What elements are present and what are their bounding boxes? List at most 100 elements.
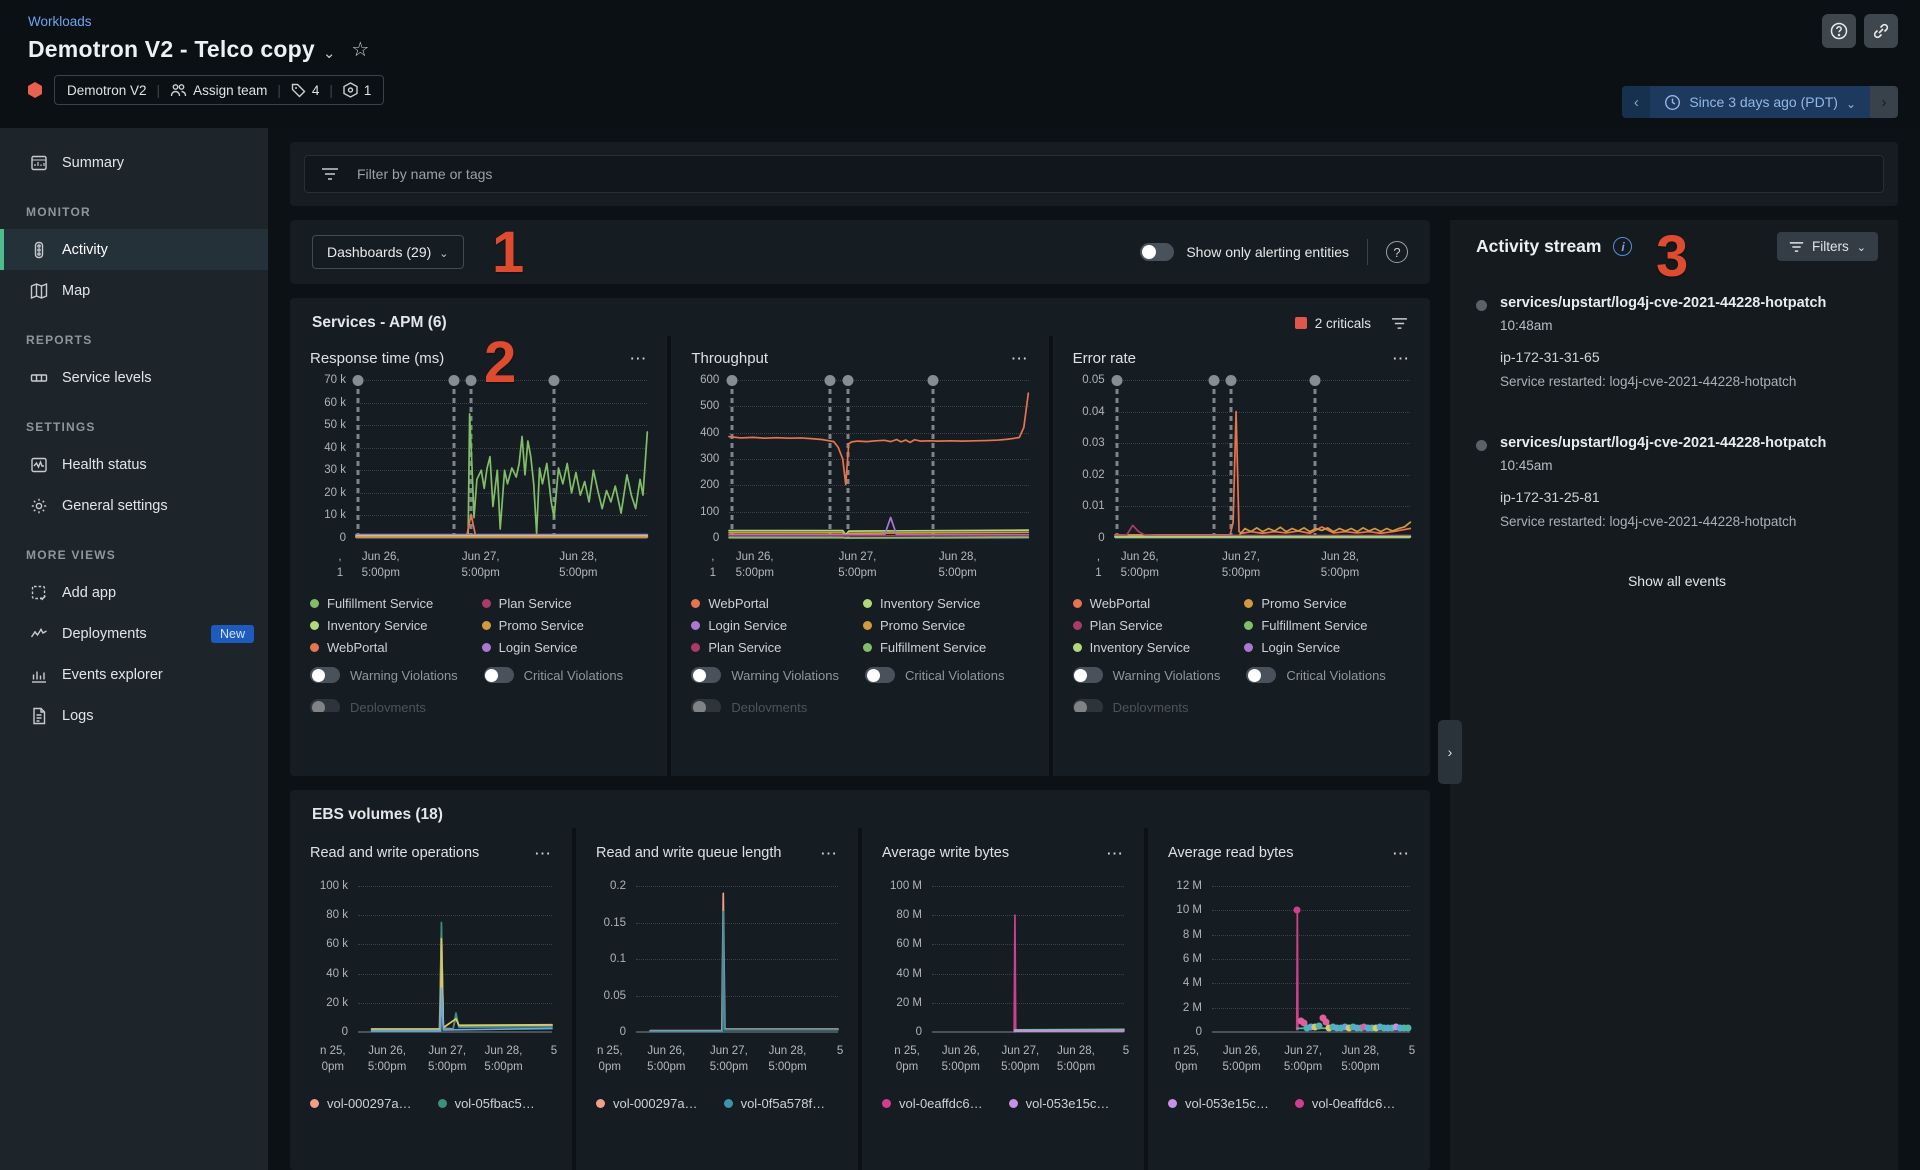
sidebar-item-logs[interactable]: Logs [0,695,268,736]
filter-input[interactable]: Filter by name or tags [304,155,1884,193]
toolbar-help-icon[interactable]: ? [1386,241,1408,263]
legend-item[interactable]: vol-0f5a578f… [723,1096,825,1111]
sidebar-item-general-settings[interactable]: General settings [0,485,268,526]
sidebar-item-health-status[interactable]: Health status [0,444,268,485]
legend-label: Promo Service [498,618,584,633]
legend-item[interactable]: Plan Service [1072,618,1239,633]
legend-color-dot [1072,621,1082,630]
toggle-switch[interactable] [310,667,340,683]
alerting-entities-toggle[interactable] [1140,243,1175,261]
title-chevron-down-icon[interactable]: ⌄ [322,44,336,62]
activity-event[interactable]: services/upstart/log4j-cve-2021-44228-ho… [1476,295,1878,389]
workload-count[interactable]: 1 [343,82,371,98]
legend-item[interactable]: vol-0eaffdc6… [1294,1096,1396,1111]
legend-item[interactable]: WebPortal [1072,596,1239,611]
toggle-switch[interactable] [865,667,895,683]
legend-item[interactable]: WebPortal [310,640,476,655]
legend-item[interactable]: Fulfillment Service [310,596,476,611]
legend-item[interactable]: Inventory Service [1072,640,1239,655]
sidebar-item-add-app[interactable]: Add app [0,572,268,613]
more-icon[interactable]: ⋯ [1391,349,1410,368]
deployment-marker-line [452,380,456,538]
legend-item[interactable]: Plan Service [691,640,857,655]
activity-filters-button[interactable]: Filters ⌄ [1777,232,1878,261]
info-icon[interactable]: i [1613,237,1633,256]
toggle-switch[interactable] [1072,699,1103,712]
deployment-marker-line [1229,380,1233,538]
legend-item[interactable]: vol-053e15c… [1008,1096,1109,1111]
activity-event[interactable]: services/upstart/log4j-cve-2021-44228-ho… [1476,435,1878,529]
violation-toggle-warning-violations: Warning Violations [1072,667,1220,683]
legend-item[interactable]: vol-000297a… [596,1096,698,1111]
permalink-button[interactable] [1864,14,1898,48]
deployment-marker-dot[interactable] [842,375,854,386]
deployment-marker-dot[interactable] [548,375,560,386]
deployment-marker-dot[interactable] [352,375,364,386]
sidebar-item-deployments[interactable]: Deployments New [0,613,268,654]
sidebar-item-activity[interactable]: Activity [0,229,268,270]
time-range-button[interactable]: Since 3 days ago (PDT) ⌄ [1650,86,1870,118]
sidebar-item-map[interactable]: Map [0,270,268,311]
show-all-events-link[interactable]: Show all events [1627,573,1727,589]
sidebar-item-events-explorer[interactable]: Events explorer [0,654,268,695]
legend-item[interactable]: Login Service [691,618,857,633]
sidebar-item-service-levels[interactable]: Service levels [0,357,268,398]
legend-item[interactable]: Promo Service [862,618,1029,633]
deployment-marker-dot[interactable] [448,375,460,386]
legend-item[interactable]: Login Service [481,640,648,655]
more-icon[interactable]: ⋯ [1010,349,1029,368]
more-icon[interactable]: ⋯ [820,844,838,863]
toggle-switch[interactable] [691,699,722,712]
toggle-switch[interactable] [483,667,514,683]
toggle-switch[interactable] [1072,667,1103,683]
event-title: services/upstart/log4j-cve-2021-44228-ho… [1500,295,1827,311]
workload-status-hexagon-icon [28,82,42,98]
assign-team-button[interactable]: Assign team [170,83,267,98]
section-filter-icon[interactable] [1391,317,1408,330]
legend-item[interactable]: Fulfillment Service [1244,618,1410,633]
deployment-marker-dot[interactable] [1111,375,1123,386]
toggle-switch[interactable] [691,667,722,683]
help-button[interactable] [1822,14,1856,48]
legend-item[interactable]: vol-000297a… [310,1096,412,1111]
sidebar-item-summary[interactable]: Summary [0,142,268,183]
legend-item[interactable]: Fulfillment Service [862,640,1029,655]
breadcrumb[interactable]: Workloads [28,14,92,29]
legend-item[interactable]: vol-05fbac5… [437,1096,535,1111]
legend-item[interactable]: Plan Service [481,596,648,611]
deployment-marker-dot[interactable] [1309,375,1321,386]
deployment-marker-dot[interactable] [927,375,939,386]
collapse-panel-handle[interactable]: › [1438,720,1462,784]
deployment-marker-dot[interactable] [465,375,477,386]
more-icon[interactable]: ⋯ [534,844,552,863]
time-back-button[interactable]: ‹ [1622,86,1651,118]
sidebar-section-settings: SETTINGS [26,420,96,434]
legend-item[interactable]: Inventory Service [862,596,1029,611]
toggle-switch[interactable] [1246,667,1277,683]
legend-item[interactable]: Promo Service [481,618,648,633]
more-icon[interactable]: ⋯ [1392,844,1410,863]
more-icon[interactable]: ⋯ [1106,844,1124,863]
legend-label: vol-0eaffdc6… [1311,1096,1396,1111]
x-axis-line [1212,1031,1410,1033]
legend-item[interactable]: Login Service [1244,640,1410,655]
tags-count[interactable]: 4 [291,83,319,98]
legend-item[interactable]: Inventory Service [310,618,476,633]
page-header: Workloads Demotron V2 - Telco copy ⌄ ☆ D… [0,0,1920,128]
deployment-marker-dot[interactable] [726,375,738,386]
favorite-star-icon[interactable]: ☆ [351,39,370,61]
toggle-switch[interactable] [310,699,340,712]
legend-item[interactable]: vol-0eaffdc6… [882,1096,983,1111]
dashboards-dropdown[interactable]: Dashboards (29) ⌄ [312,235,464,269]
deployment-marker-dot[interactable] [824,375,836,386]
legend-item[interactable]: WebPortal [691,596,857,611]
time-forward-button[interactable]: › [1870,86,1898,118]
services-apm-panel: Services - APM (6) 2 criticals Response … [290,298,1430,776]
deployment-marker-dot[interactable] [1225,375,1237,386]
entity-tag[interactable]: Demotron V2 [67,82,147,98]
legend-item[interactable]: Promo Service [1244,596,1410,611]
legend-item[interactable]: vol-053e15c… [1168,1096,1269,1111]
more-icon[interactable]: ⋯ [629,349,648,368]
deployment-marker-dot[interactable] [1208,375,1220,386]
health-status-icon [31,457,47,472]
